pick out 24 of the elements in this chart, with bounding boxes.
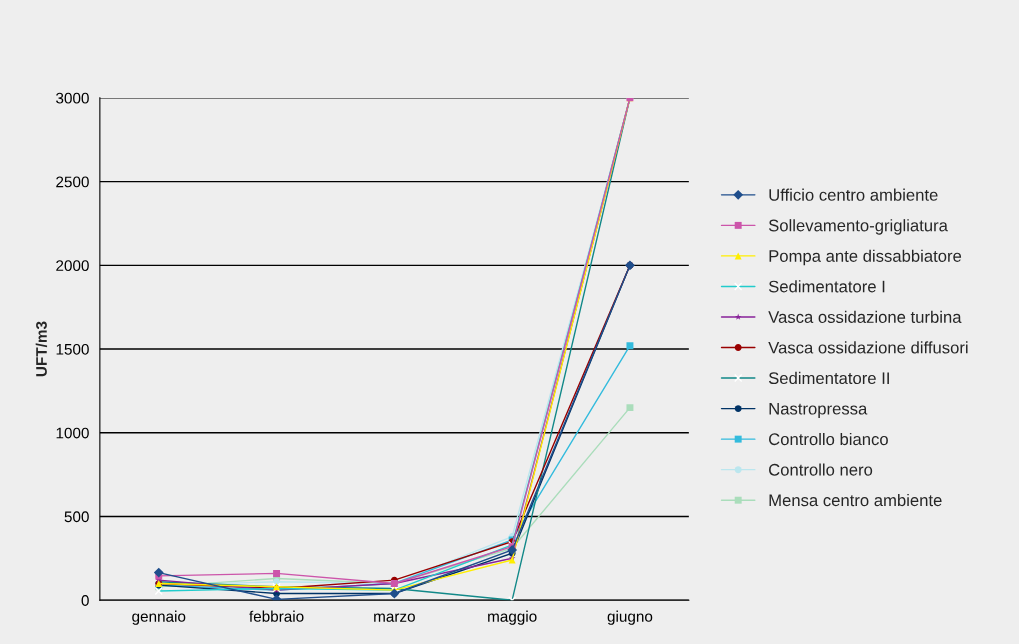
- y-axis-title: UFT/m3: [35, 321, 48, 377]
- legend-label: Pompa ante dissabbiatore: [769, 249, 962, 266]
- legend-label: Controllo bianco: [769, 432, 888, 446]
- legend-label: Mensa centro ambiente: [769, 493, 942, 507]
- legend-label: Ufficio centro ambiente: [769, 188, 938, 201]
- y-tick-label: 0: [81, 595, 89, 606]
- y-tick-label: 2500: [56, 176, 89, 188]
- legend-label: Sedimentatore II: [768, 371, 889, 385]
- legend-label: Sedimentatore I: [768, 280, 885, 293]
- legend-label: Vasca ossidazione diffusori: [768, 341, 968, 354]
- y-tick-label: 3000: [56, 92, 89, 104]
- x-tick-label: marzo: [374, 613, 415, 622]
- legend-label: Vasca ossidazione turbina: [768, 310, 962, 323]
- x-tick-label: giugno: [607, 610, 653, 625]
- y-tick-label: 1500: [56, 343, 89, 355]
- legend-label: Sollevamento-grigliatura: [768, 219, 948, 235]
- x-tick-label: maggio: [488, 610, 537, 625]
- legend-label: Controllo nero: [769, 463, 873, 476]
- x-tick-label: febbraio: [249, 610, 304, 622]
- y-tick-label: 1000: [56, 427, 89, 439]
- legend-label: Nastropressa: [769, 402, 868, 418]
- y-tick-label: 500: [64, 511, 89, 523]
- y-tick-label: 2000: [56, 260, 89, 272]
- x-tick-label: gennaio: [132, 610, 186, 625]
